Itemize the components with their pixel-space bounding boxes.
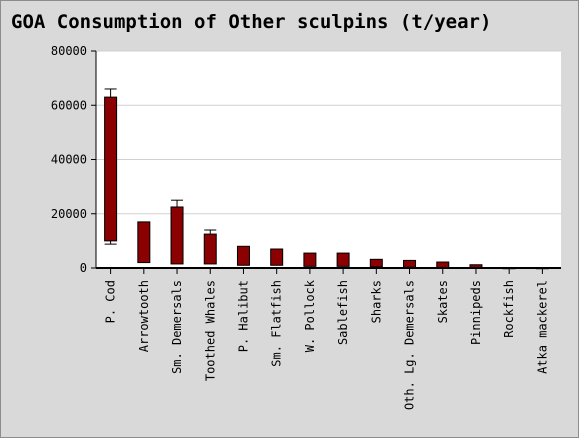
bars bbox=[104, 88, 549, 270]
bar bbox=[369, 258, 383, 268]
y-tick-labels: 0 20000 40000 60000 80000 bbox=[51, 44, 87, 275]
x-tick-label: Arrowtooth bbox=[137, 280, 151, 352]
bar bbox=[403, 259, 417, 268]
chart-title: GOA Consumption of Other sculpins (t/yea… bbox=[11, 11, 491, 33]
x-tick-label: Sm. Flatfish bbox=[270, 280, 284, 367]
x-tick-label: Oth. Lg. Demersals bbox=[403, 280, 417, 410]
x-tick-label: P. Halibut bbox=[236, 280, 250, 352]
bar bbox=[436, 261, 450, 268]
x-tick-label: Sablefish bbox=[336, 280, 350, 345]
bar bbox=[137, 221, 151, 264]
y-tick-label: 60000 bbox=[51, 98, 87, 112]
bar bbox=[270, 248, 284, 266]
x-tick-label: Sm. Demersals bbox=[170, 280, 184, 374]
x-tick-label: Pinnipeds bbox=[469, 280, 483, 345]
x-tick-label: Toothed Whales bbox=[203, 280, 217, 381]
x-tick-label: Sharks bbox=[369, 280, 383, 323]
y-tick-label: 40000 bbox=[51, 153, 87, 167]
y-tick-label: 0 bbox=[80, 261, 87, 275]
y-tick-label: 20000 bbox=[51, 207, 87, 221]
bar bbox=[336, 252, 350, 267]
bar bbox=[170, 206, 184, 265]
y-tick-label: 80000 bbox=[51, 44, 87, 58]
bar bbox=[203, 233, 217, 265]
x-tick-label: Atka mackerel bbox=[535, 280, 549, 374]
x-tick-label: P. Cod bbox=[104, 280, 118, 323]
bar bbox=[236, 245, 250, 266]
x-tick-labels: P. Cod Arrowtooth Sm. Demersals Toothed Wha… bbox=[104, 279, 550, 410]
bar bbox=[303, 252, 317, 267]
bar bbox=[104, 96, 118, 242]
axes bbox=[91, 50, 561, 274]
x-tick-label: Skates bbox=[436, 280, 450, 323]
x-tick-label: Rockfish bbox=[502, 280, 516, 338]
x-tick-label: W. Pollock bbox=[303, 279, 317, 352]
